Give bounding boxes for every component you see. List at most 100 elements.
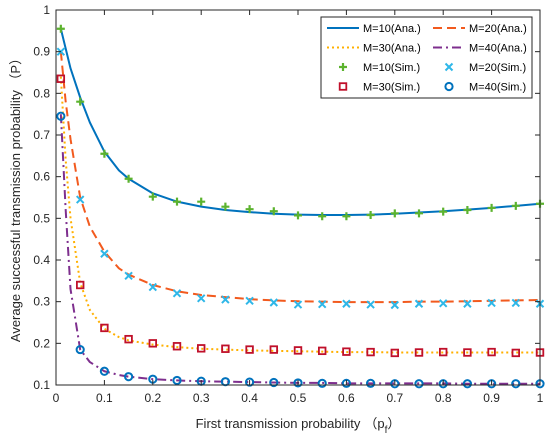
data-point: [196, 294, 206, 303]
legend-swatch: [444, 81, 454, 92]
y-tick-label: 0.7: [33, 128, 50, 142]
x-tick-label: 0.1: [96, 391, 113, 405]
data-point: [487, 203, 496, 212]
data-point: [100, 149, 109, 158]
legend-swatch: [338, 82, 348, 91]
series-line: [59, 51, 541, 304]
legend-item: M=40(Ana.): [433, 43, 527, 55]
data-point: [269, 207, 278, 216]
x-axis-label: First transmission probability （pf）: [196, 416, 401, 436]
y-tick-label: 0.2: [33, 336, 50, 350]
data-point: [438, 299, 448, 308]
data-point: [148, 282, 158, 292]
data-point: [463, 206, 472, 214]
data-point: [390, 300, 400, 310]
data-point: [124, 271, 133, 281]
data-point: [294, 211, 302, 220]
legend-item: M=10(Ana.): [327, 23, 421, 35]
data-point: [221, 295, 230, 304]
data-point: [56, 111, 66, 121]
data-point: [221, 202, 230, 211]
x-axis-label-paren-close: ）: [387, 416, 400, 431]
data-point: [148, 339, 157, 348]
data-point: [342, 299, 351, 308]
legend-label: M=30(Ana.): [363, 43, 421, 55]
legend-label: M=30(Sim.): [363, 82, 420, 94]
data-point: [245, 205, 254, 214]
data-point: [197, 197, 206, 206]
data-point: [341, 378, 351, 388]
data-point: [463, 348, 472, 357]
data-point: [75, 344, 85, 355]
y-tick-label: 0.5: [33, 211, 50, 225]
data-point: [269, 298, 279, 307]
data-point: [415, 209, 423, 218]
legend-item: M=10(Sim.): [339, 62, 420, 74]
series-m30-line: [59, 76, 540, 354]
data-point: [317, 378, 327, 388]
data-point: [414, 299, 424, 308]
data-point: [172, 342, 182, 351]
legend-box: [320, 16, 533, 99]
data-point: [487, 347, 496, 357]
series-m40sim-marker: [56, 111, 545, 389]
data-point: [124, 174, 133, 183]
legend-label: M=10(Ana.): [363, 23, 421, 35]
series-line: [59, 76, 540, 354]
data-point: [318, 212, 327, 221]
data-point: [366, 211, 375, 219]
data-point: [76, 97, 85, 106]
data-point: [245, 377, 255, 387]
data-point: [390, 209, 399, 218]
data-point: [75, 195, 85, 204]
legend-item: M=20(Sim.): [444, 62, 526, 74]
y-axis-ticks: 0.1 0.2 0.3 0.4 0.5 0.6 0.7 0.8 0.9 1: [33, 3, 540, 392]
data-point: [511, 298, 521, 308]
data-point: [317, 299, 327, 309]
data-point: [366, 347, 375, 357]
data-point: [245, 345, 254, 354]
legend-label: M=40(Ana.): [469, 43, 527, 55]
legend-label: M=40(Sim.): [469, 82, 526, 94]
data-point: [76, 280, 85, 290]
data-point: [463, 299, 472, 308]
data-point: [487, 298, 496, 308]
data-point: [511, 348, 520, 358]
series-m20-line: [59, 51, 541, 304]
series-line: [59, 28, 541, 216]
y-tick-label: 0.4: [33, 253, 50, 267]
data-point: [438, 347, 448, 357]
legend-label: M=20(Ana.): [469, 23, 527, 35]
data-point: [414, 379, 424, 389]
x-tick-label: 0.9: [483, 391, 500, 405]
legend-swatch: [444, 62, 454, 72]
x-tick-label: 1: [537, 391, 544, 405]
data-point: [100, 249, 109, 258]
x-axis-ticks: 0 0.1 0.2 0.3 0.4 0.5 0.6 0.7 0.8 0.9 1: [53, 10, 544, 405]
legend: M=10(Ana.) M=20(Ana.) M=30(Ana.) M=40(Ana.)…: [320, 16, 533, 99]
legend-item: M=30(Ana.): [327, 43, 421, 55]
x-axis-label-text: First transmission probability: [196, 416, 361, 431]
data-point: [124, 372, 134, 382]
data-point: [293, 300, 303, 309]
data-point: [511, 201, 520, 210]
data-point: [148, 192, 157, 201]
x-tick-label: 0.8: [435, 391, 452, 405]
legend-swatch: [339, 63, 347, 71]
data-point: [293, 346, 303, 355]
x-axis-label-symbol: p: [377, 416, 384, 431]
data-point: [366, 378, 376, 388]
x-tick-label: 0.6: [338, 391, 355, 405]
data-point: [196, 344, 206, 353]
data-point: [342, 212, 351, 221]
data-point: [317, 346, 327, 356]
data-point: [366, 300, 375, 309]
data-point: [414, 348, 424, 357]
data-point: [56, 74, 66, 83]
series-m20sim-marker: [56, 47, 545, 310]
data-point: [269, 345, 278, 354]
data-point: [293, 378, 303, 388]
data-point: [342, 347, 351, 356]
data-point: [100, 323, 109, 333]
data-point: [439, 207, 448, 216]
